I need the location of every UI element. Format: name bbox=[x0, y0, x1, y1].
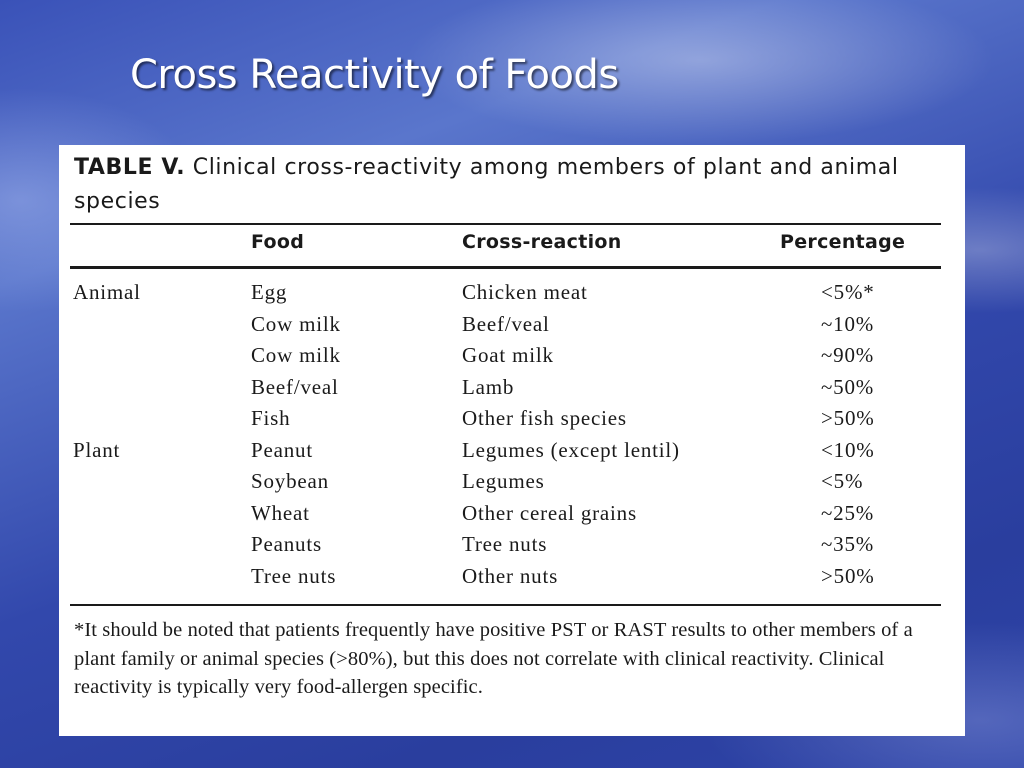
cell-food: Tree nuts bbox=[251, 563, 337, 588]
cell-group: Plant bbox=[73, 437, 121, 462]
cell-food: Egg bbox=[251, 280, 288, 304]
table-row: Cow milk Beef/veal ~10% bbox=[59, 309, 965, 341]
cell-percentage: >50% bbox=[821, 563, 875, 588]
table-header-rule bbox=[70, 266, 941, 269]
cell-cross-reaction: Legumes (except lentil) bbox=[462, 437, 680, 462]
cell-percentage: ~35% bbox=[821, 532, 875, 556]
cell-percentage: ~10% bbox=[821, 311, 875, 336]
table-row: Fish Other fish species >50% bbox=[59, 403, 965, 435]
cell-percentage: <5%* bbox=[821, 280, 875, 304]
cell-percentage: >50% bbox=[821, 406, 875, 430]
cell-food: Peanut bbox=[251, 437, 313, 462]
slide-title: Cross Reactivity of Foods bbox=[130, 52, 619, 98]
table-row: Tree nuts Other nuts >50% bbox=[59, 561, 965, 593]
cell-cross-reaction: Goat milk bbox=[462, 343, 554, 367]
table-row: Peanuts Tree nuts ~35% bbox=[59, 529, 965, 561]
column-header-percentage: Percentage bbox=[780, 231, 906, 253]
cell-food: Cow milk bbox=[251, 311, 341, 336]
cell-cross-reaction: Chicken meat bbox=[462, 280, 588, 304]
table-row: Wheat Other cereal grains ~25% bbox=[59, 498, 965, 530]
cell-food: Cow milk bbox=[251, 343, 341, 367]
table-body: Animal Egg Chicken meat <5%* Cow milk Beef/ve… bbox=[59, 277, 965, 592]
table-caption-label: TABLE V. bbox=[74, 155, 186, 180]
cell-food: Peanuts bbox=[251, 532, 322, 556]
table-caption: TABLE V. Clinical cross-reactivity among… bbox=[74, 151, 944, 219]
cell-food: Soybean bbox=[251, 469, 329, 493]
cell-cross-reaction: Other cereal grains bbox=[462, 500, 637, 525]
cell-percentage: ~90% bbox=[821, 343, 875, 367]
table-bottom-rule bbox=[70, 604, 941, 606]
cell-food: Beef/veal bbox=[251, 374, 339, 399]
cell-percentage: ~25% bbox=[821, 500, 875, 525]
cell-percentage: <10% bbox=[821, 437, 875, 462]
table-row: Soybean Legumes <5% bbox=[59, 466, 965, 498]
table-caption-text: Clinical cross-reactivity among members … bbox=[74, 155, 899, 214]
table-row: Cow milk Goat milk ~90% bbox=[59, 340, 965, 372]
cell-percentage: ~50% bbox=[821, 374, 875, 399]
table-row: Animal Egg Chicken meat <5%* bbox=[59, 277, 965, 309]
cell-group: Animal bbox=[73, 280, 141, 304]
table-top-rule bbox=[70, 223, 941, 225]
cell-food: Wheat bbox=[251, 500, 310, 525]
cell-food: Fish bbox=[251, 406, 291, 430]
table-footnote: *It should be noted that patients freque… bbox=[74, 619, 913, 698]
column-header-food: Food bbox=[251, 231, 305, 253]
cell-cross-reaction: Legumes bbox=[462, 469, 545, 493]
cell-cross-reaction: Tree nuts bbox=[462, 532, 548, 556]
table-row: Plant Peanut Legumes (except lentil) <10% bbox=[59, 435, 965, 467]
cell-cross-reaction: Beef/veal bbox=[462, 311, 550, 336]
cell-cross-reaction: Other fish species bbox=[462, 406, 627, 430]
column-header-cross-reaction: Cross-reaction bbox=[462, 231, 622, 253]
cell-cross-reaction: Other nuts bbox=[462, 563, 559, 588]
table-row: Beef/veal Lamb ~50% bbox=[59, 372, 965, 404]
cell-cross-reaction: Lamb bbox=[462, 374, 515, 399]
table-panel: TABLE V. Clinical cross-reactivity among… bbox=[59, 145, 965, 736]
cell-percentage: <5% bbox=[821, 469, 864, 493]
